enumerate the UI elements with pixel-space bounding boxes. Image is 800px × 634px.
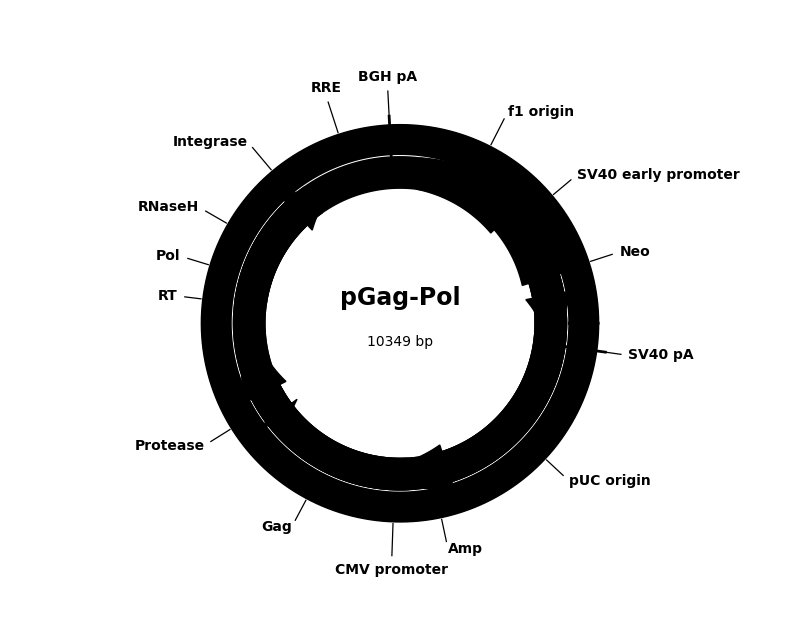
Text: Protease: Protease bbox=[134, 439, 205, 453]
Text: Gag: Gag bbox=[261, 520, 292, 534]
Polygon shape bbox=[234, 158, 566, 490]
Text: pGag-Pol: pGag-Pol bbox=[340, 286, 460, 310]
Text: 10349 bp: 10349 bp bbox=[367, 335, 433, 349]
Text: pUC origin: pUC origin bbox=[569, 474, 650, 488]
Polygon shape bbox=[483, 192, 570, 311]
Text: RNaseH: RNaseH bbox=[138, 200, 199, 214]
Text: SV40 pA: SV40 pA bbox=[628, 349, 694, 363]
Polygon shape bbox=[249, 380, 297, 427]
Polygon shape bbox=[419, 318, 566, 489]
Polygon shape bbox=[235, 192, 317, 304]
Text: BGH pA: BGH pA bbox=[358, 70, 417, 84]
Text: Amp: Amp bbox=[448, 542, 483, 556]
Text: SV40 early promoter: SV40 early promoter bbox=[577, 168, 739, 182]
Text: RRE: RRE bbox=[310, 81, 342, 95]
Polygon shape bbox=[202, 126, 598, 521]
Text: RT: RT bbox=[158, 289, 178, 303]
Text: Pol: Pol bbox=[156, 249, 181, 263]
Text: Integrase: Integrase bbox=[173, 135, 248, 149]
Text: CMV promoter: CMV promoter bbox=[335, 563, 448, 577]
Polygon shape bbox=[234, 157, 566, 490]
Text: f1 origin: f1 origin bbox=[507, 105, 574, 119]
Polygon shape bbox=[242, 365, 409, 490]
Text: Neo: Neo bbox=[619, 245, 650, 259]
